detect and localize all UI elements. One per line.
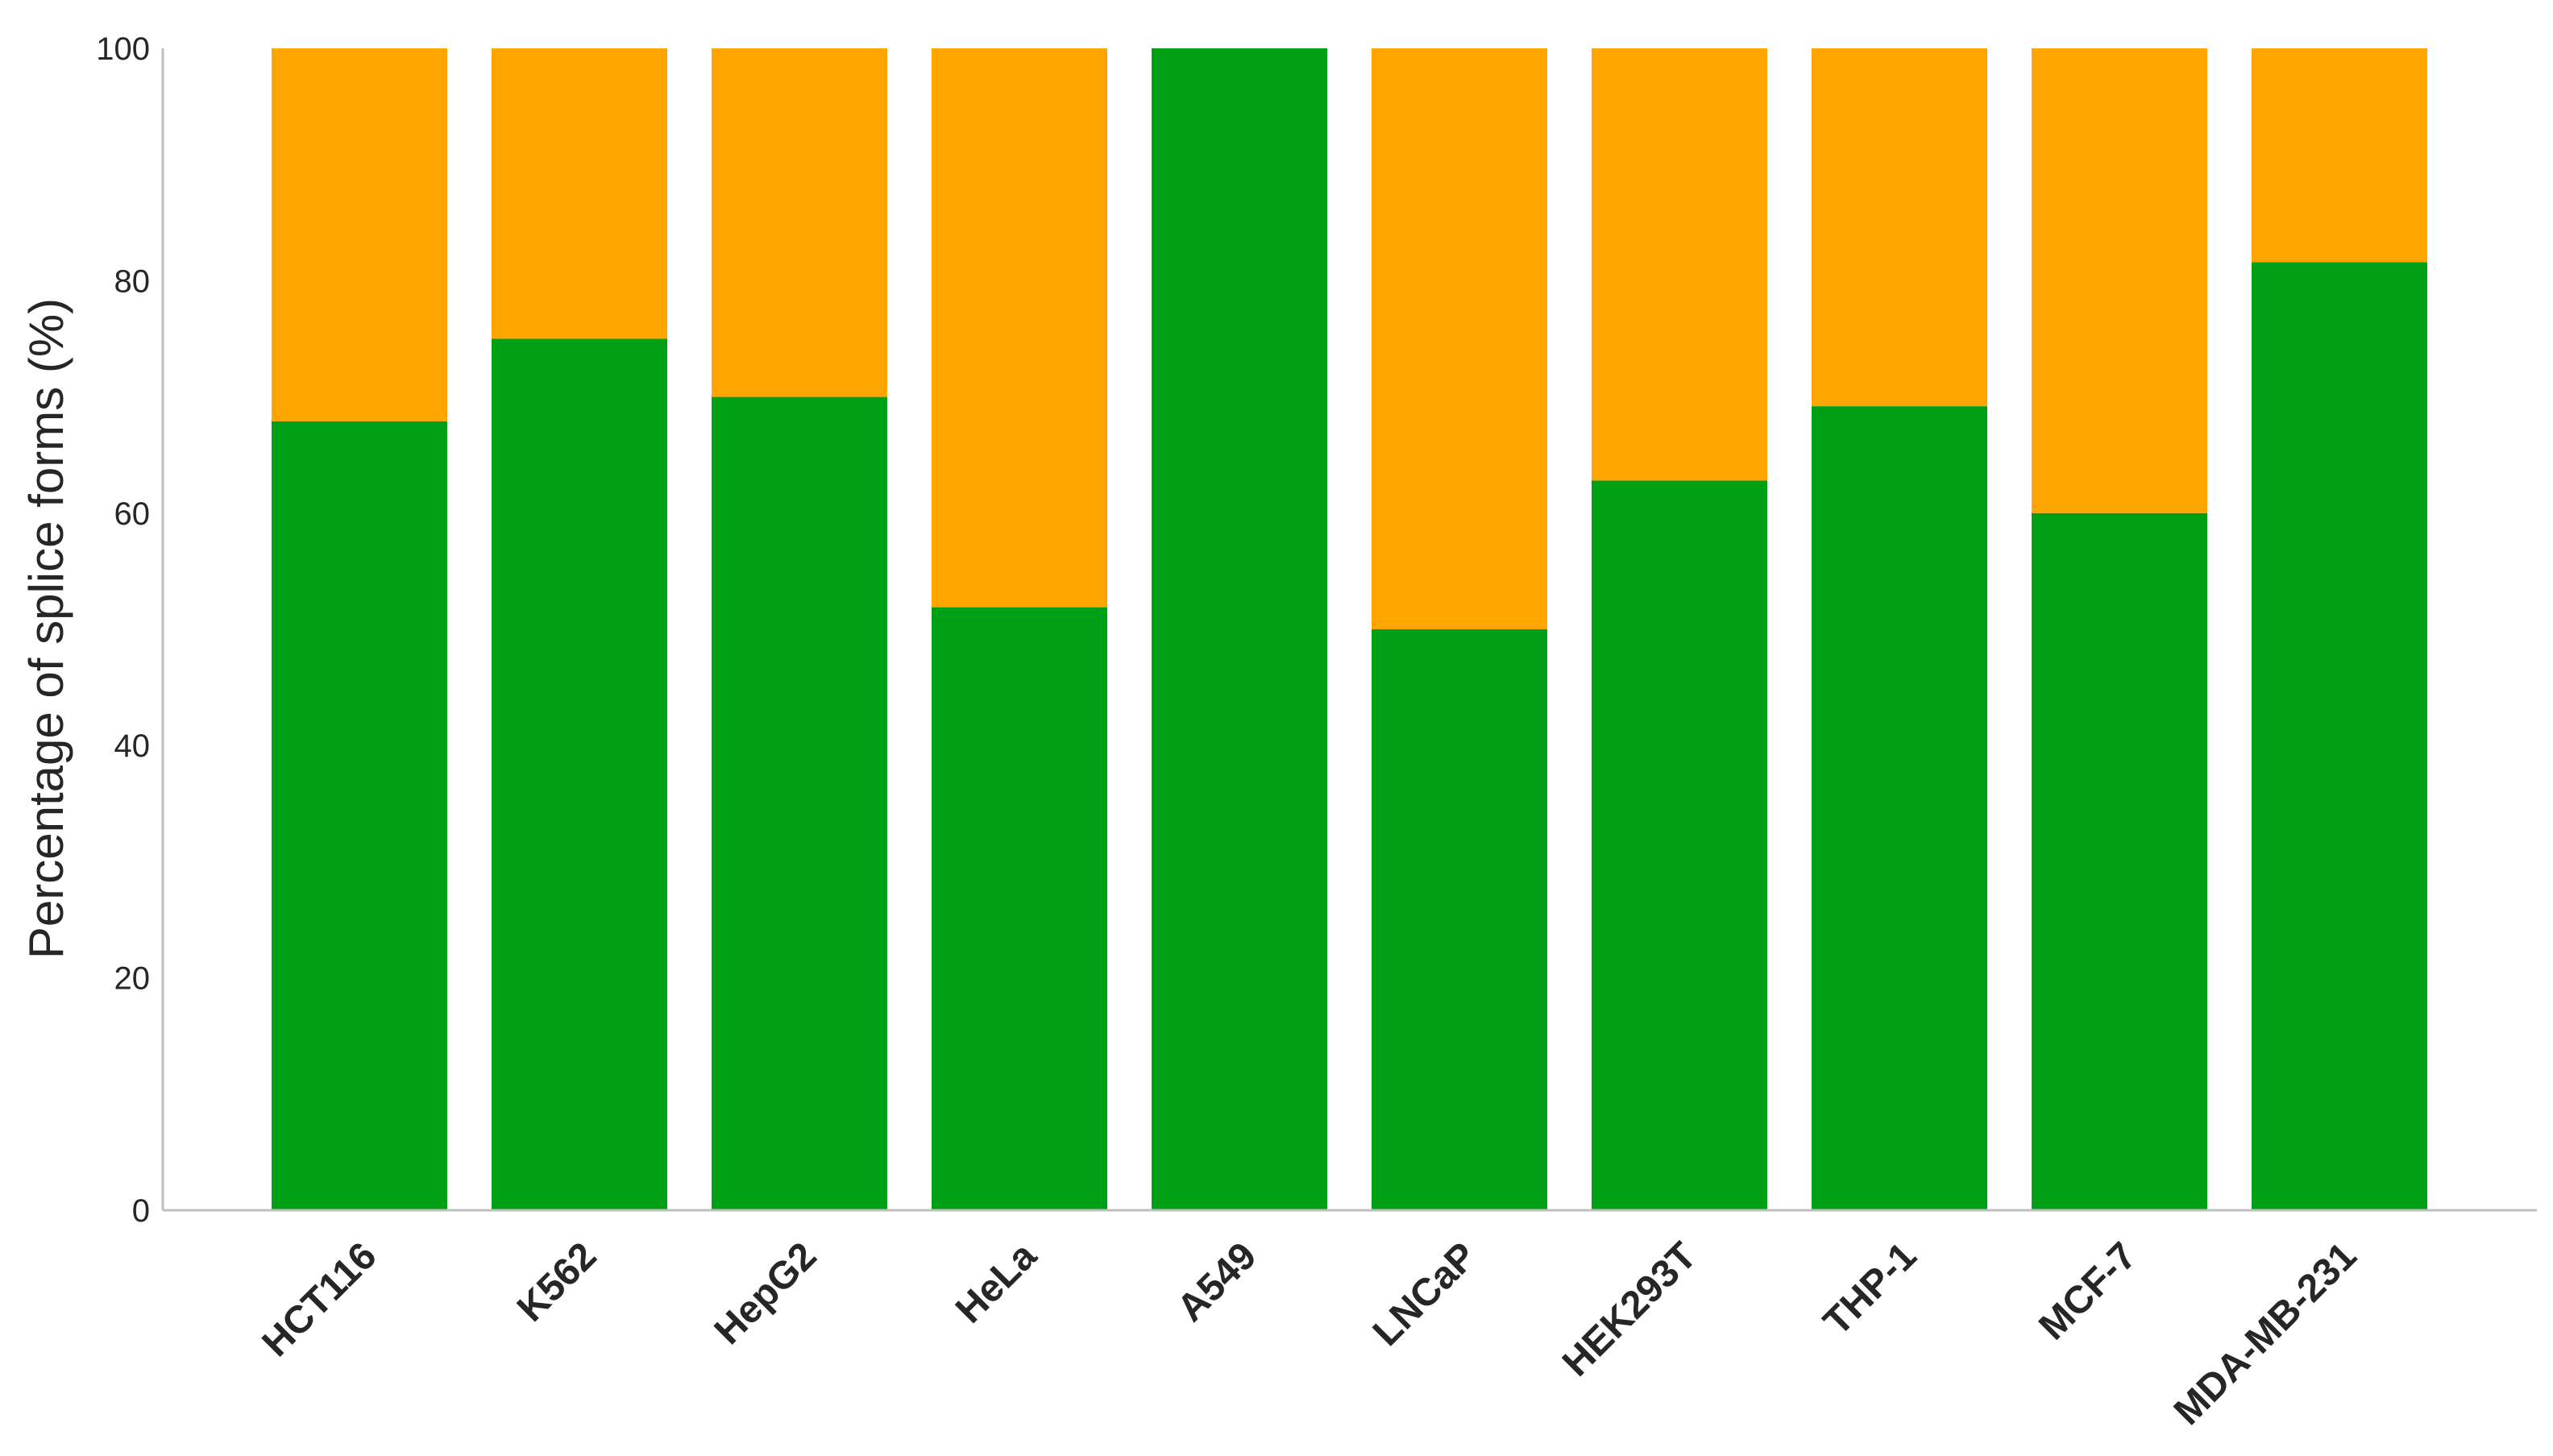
bar-segment-2-hepg2 <box>712 48 887 397</box>
y-tick-label: 40 <box>114 728 151 764</box>
bar-segment-2-hela <box>932 48 1107 608</box>
y-axis-title: Percentage of splice forms (%) <box>19 298 73 959</box>
bar-segment-1-a549 <box>1152 48 1327 1210</box>
y-tick-label: 0 <box>132 1193 150 1229</box>
bar-segment-1-thp-1 <box>1812 406 1987 1210</box>
bar-segment-1-mcf-7 <box>2032 512 2207 1210</box>
x-tick-label-thp-1: THP-1 <box>1816 1234 1925 1344</box>
x-tick-label-a549: A549 <box>1169 1234 1265 1330</box>
bar-segment-2-hek293t <box>1592 48 1767 481</box>
x-tick-label-k562: K562 <box>509 1234 605 1330</box>
y-tick-labels: 0 20 40 60 80 100 <box>96 31 150 1229</box>
x-tick-label-mda-mb-231: MDA-MB-231 <box>2166 1234 2365 1433</box>
bar-segment-1-hela <box>932 607 1107 1210</box>
bar-segment-1-hek293t <box>1592 480 1767 1210</box>
bar-segment-2-mcf-7 <box>2032 48 2207 513</box>
bar-segment-1-hct116 <box>272 421 447 1210</box>
bar-segment-1-mda-mb-231 <box>2252 262 2427 1210</box>
bar-segment-1-lncap <box>1372 629 1547 1210</box>
x-tick-label-mcf-7: MCF-7 <box>2031 1234 2144 1348</box>
bar-segment-2-k562 <box>492 48 667 339</box>
x-tick-label-hct116: HCT116 <box>255 1234 385 1365</box>
y-tick-label: 20 <box>114 961 151 997</box>
y-tick-label: 60 <box>114 496 151 532</box>
x-tick-label-hela: HeLa <box>948 1234 1045 1332</box>
bars-group <box>272 48 2427 1211</box>
x-tick-label-hek293t: HEK293T <box>1555 1234 1704 1384</box>
axes-group <box>161 48 2537 1212</box>
bar-segment-2-lncap <box>1372 48 1547 629</box>
bar-segment-2-thp-1 <box>1812 48 1987 407</box>
bar-segment-2-mda-mb-231 <box>2252 48 2427 263</box>
x-tick-label-hepg2: HepG2 <box>707 1234 825 1353</box>
x-tick-labels: HCT116 K562 HepG2 HeLa A549 LNCaP HEK293T THP-1… <box>255 1234 2365 1433</box>
bar-segment-1-k562 <box>492 338 667 1210</box>
bar-segment-1-hepg2 <box>712 396 887 1211</box>
x-tick-label-lncap: LNCaP <box>1365 1234 1485 1354</box>
y-tick-label: 100 <box>96 31 150 67</box>
y-tick-label: 80 <box>114 263 151 299</box>
bar-segment-2-hct116 <box>272 48 447 421</box>
